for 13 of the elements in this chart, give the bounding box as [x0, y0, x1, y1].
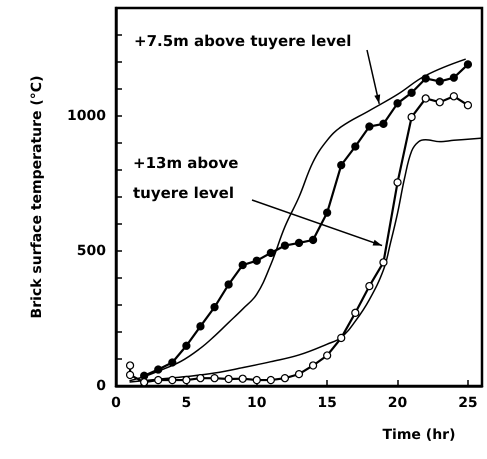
- x-tick-label: 5: [182, 395, 192, 411]
- x-axis-title: Time (hr): [382, 427, 456, 443]
- y-tick-label: 500: [76, 243, 106, 259]
- y-tick-label: 0: [96, 378, 106, 394]
- x-tick-label: 25: [458, 395, 478, 411]
- x-tick-label: 15: [317, 395, 337, 411]
- x-tick-label: 10: [247, 395, 267, 411]
- x-tick-label: 20: [388, 395, 408, 411]
- y-axis-title: Brick surface temperature (°C): [29, 76, 45, 318]
- x-tick-label: 0: [111, 395, 122, 411]
- y-tick-label: 1000: [67, 108, 106, 124]
- annotation: +7.5m above tuyere level: [134, 32, 352, 50]
- annotation: +13m above tuyere level: [133, 154, 238, 202]
